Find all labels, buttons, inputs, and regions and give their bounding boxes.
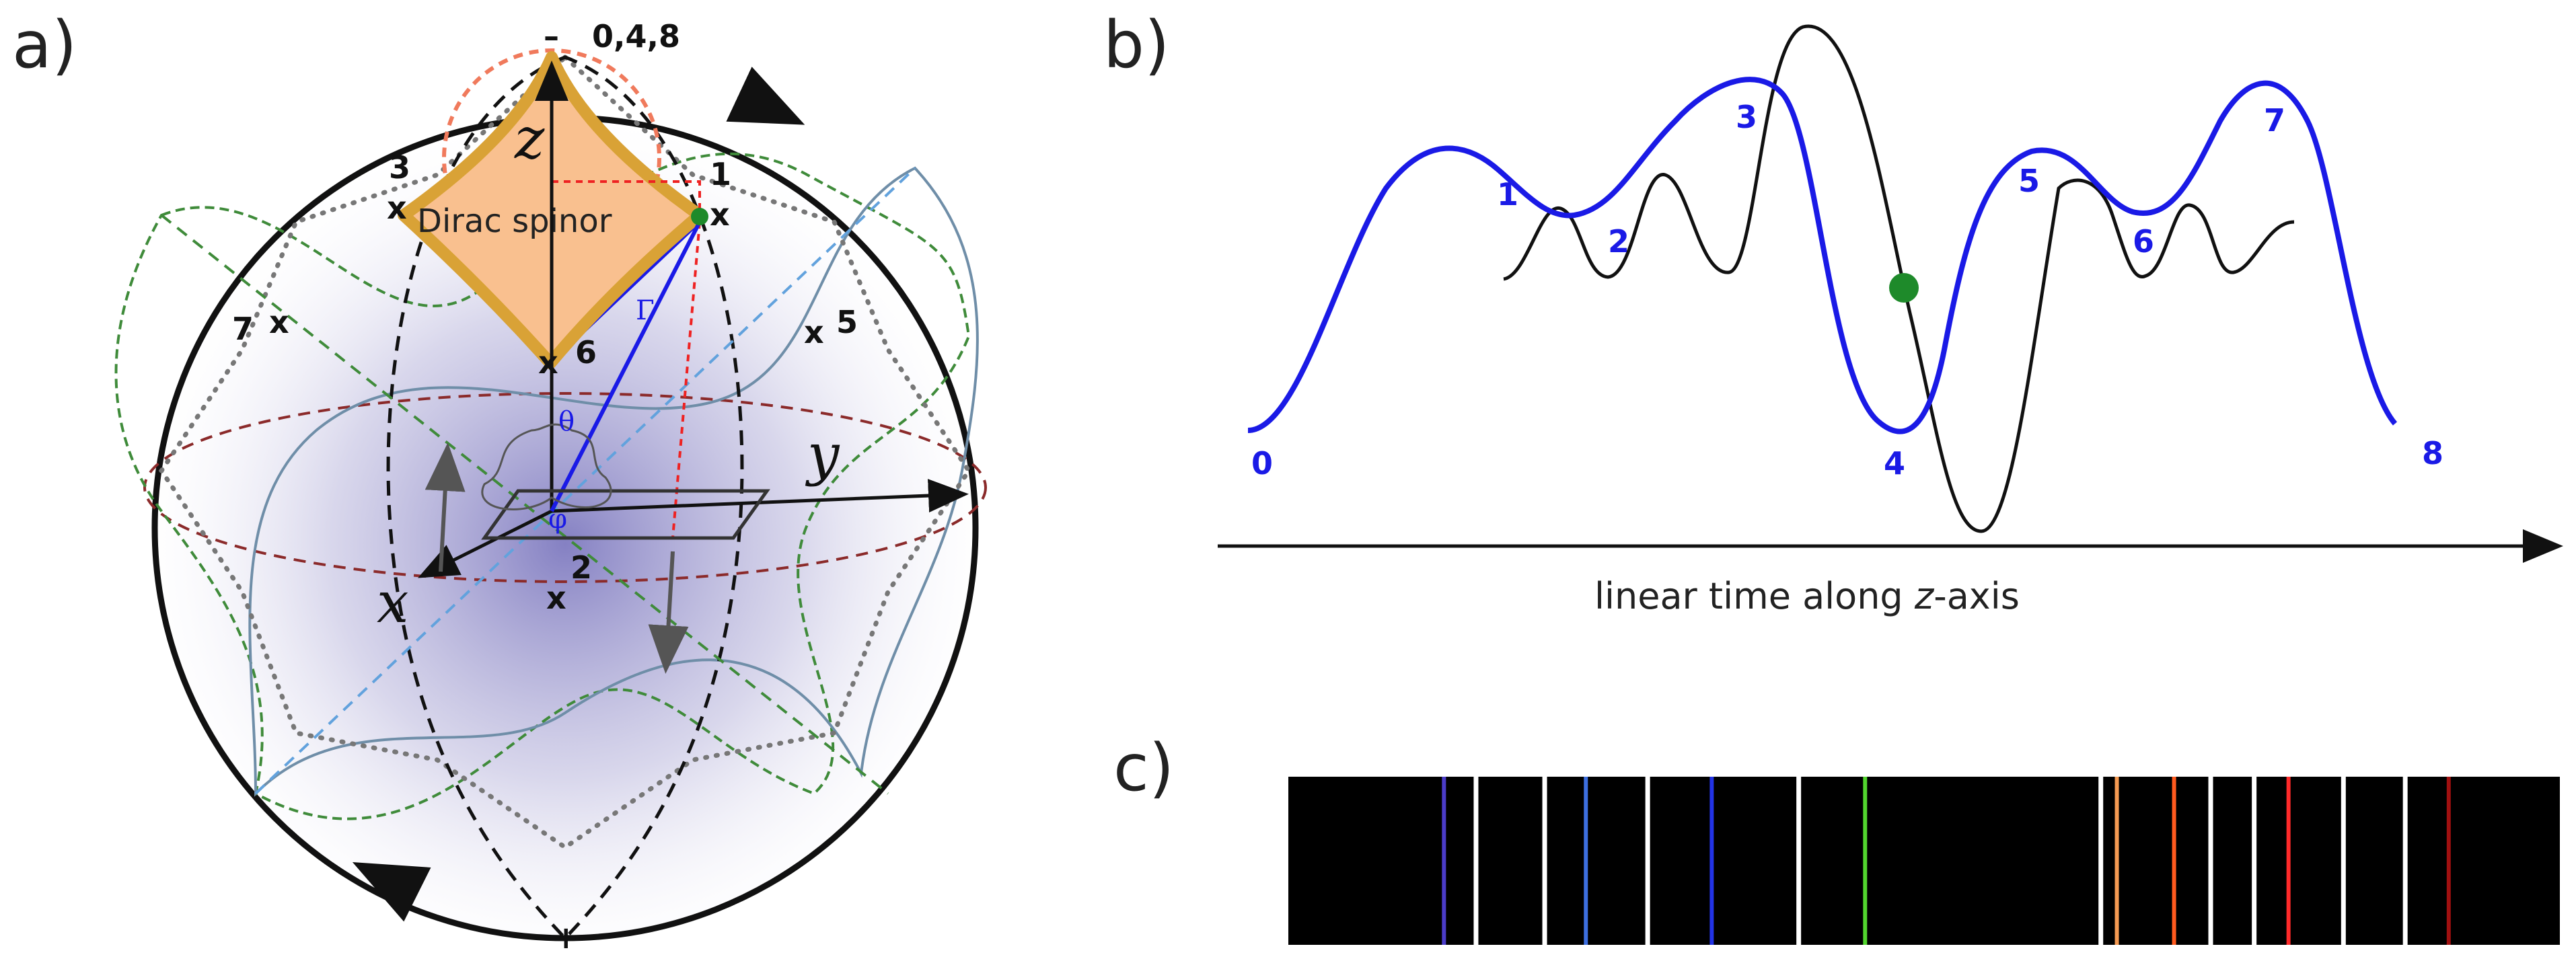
rotation-arrow-bottom-icon (352, 861, 431, 922)
meridian-dashed (386, 55, 744, 941)
green-marker (1889, 273, 1919, 303)
orbit-steel (248, 166, 979, 797)
peak-label-5: 5 (2018, 163, 2040, 199)
point-marker-1: x 1 (710, 156, 731, 233)
blue-envelope-curve (1247, 77, 2398, 434)
axis-x-label: x (377, 570, 408, 635)
red-construction-top (552, 180, 701, 215)
gamma-vector (550, 221, 702, 512)
axis-y-label: y (805, 422, 840, 488)
axis-z-label: z (514, 106, 545, 171)
phi-label: φ (548, 504, 567, 535)
svg-text:x: x (269, 304, 289, 340)
point-marker-2: x 2 (546, 549, 592, 616)
point-marker-7: x 7 (232, 304, 289, 347)
point-label-6: 6 (575, 334, 597, 371)
peak-label-2: 2 (1608, 223, 1629, 260)
state-point (691, 208, 708, 225)
wave-distribution (481, 423, 612, 510)
equator-ellipse (143, 392, 987, 583)
svg-text:x: x (804, 314, 824, 350)
black-wave-curve (1503, 24, 2295, 533)
pole-top-sign: – (544, 18, 559, 54)
svg-text:x: x (710, 196, 730, 233)
gamma-label: Γ (636, 295, 655, 326)
gray-arrow-down-icon (648, 551, 689, 674)
rotation-arrow-top-icon (726, 67, 805, 125)
point-label-7: 7 (232, 311, 254, 347)
gray-arrow-up-icon (425, 442, 466, 572)
spinor-label: Dirac spinor (417, 202, 612, 240)
point-label-5: 5 (836, 304, 858, 340)
svg-text:x: x (387, 190, 407, 226)
point-label-1: 1 (710, 156, 731, 192)
panel-c-label: c) (1113, 730, 1174, 806)
diagonal-blue (254, 167, 916, 795)
peak-label-6: 6 (2133, 223, 2154, 260)
spectrum-lines (1442, 777, 2451, 945)
bloch-sphere-shading (155, 118, 976, 938)
peak-label-3: 3 (1736, 99, 1757, 135)
peak-label-1: 1 (1497, 176, 1518, 213)
point-label-2: 2 (571, 549, 592, 586)
panel-a: a) Dirac spinor (12, 7, 987, 956)
trajectory-dotted (158, 54, 972, 851)
peak-label-8: 8 (2422, 435, 2443, 471)
point-marker-5: x 5 (804, 304, 858, 350)
spectrum-band (1288, 777, 2560, 945)
panel-b-label: b) (1103, 7, 1169, 83)
point-marker-6: x 6 (538, 334, 597, 381)
point-label-3: 3 (389, 149, 410, 186)
panel-b: b) 0 1 2 3 4 5 6 7 8 linear time along z… (1103, 7, 2563, 617)
peak-label-4: 4 (1884, 445, 1905, 482)
diagonal-green (160, 214, 889, 795)
pole-top-indices: 0,4,8 (592, 18, 680, 54)
time-axis-caption: linear time along z-axis (1594, 575, 2020, 617)
x-axis (418, 509, 553, 578)
xy-projection-plane (481, 489, 770, 540)
theta-label: θ (558, 406, 575, 437)
panel-a-label: a) (12, 7, 77, 83)
point-marker-3: x 3 (387, 149, 410, 226)
pole-bottom-sign: + (553, 919, 579, 956)
peak-label-0: 0 (1251, 445, 1273, 482)
panel-c: c) (1113, 730, 2560, 945)
peak-label-7: 7 (2264, 102, 2285, 139)
svg-text:x: x (546, 580, 566, 616)
svg-text:x: x (538, 344, 558, 381)
